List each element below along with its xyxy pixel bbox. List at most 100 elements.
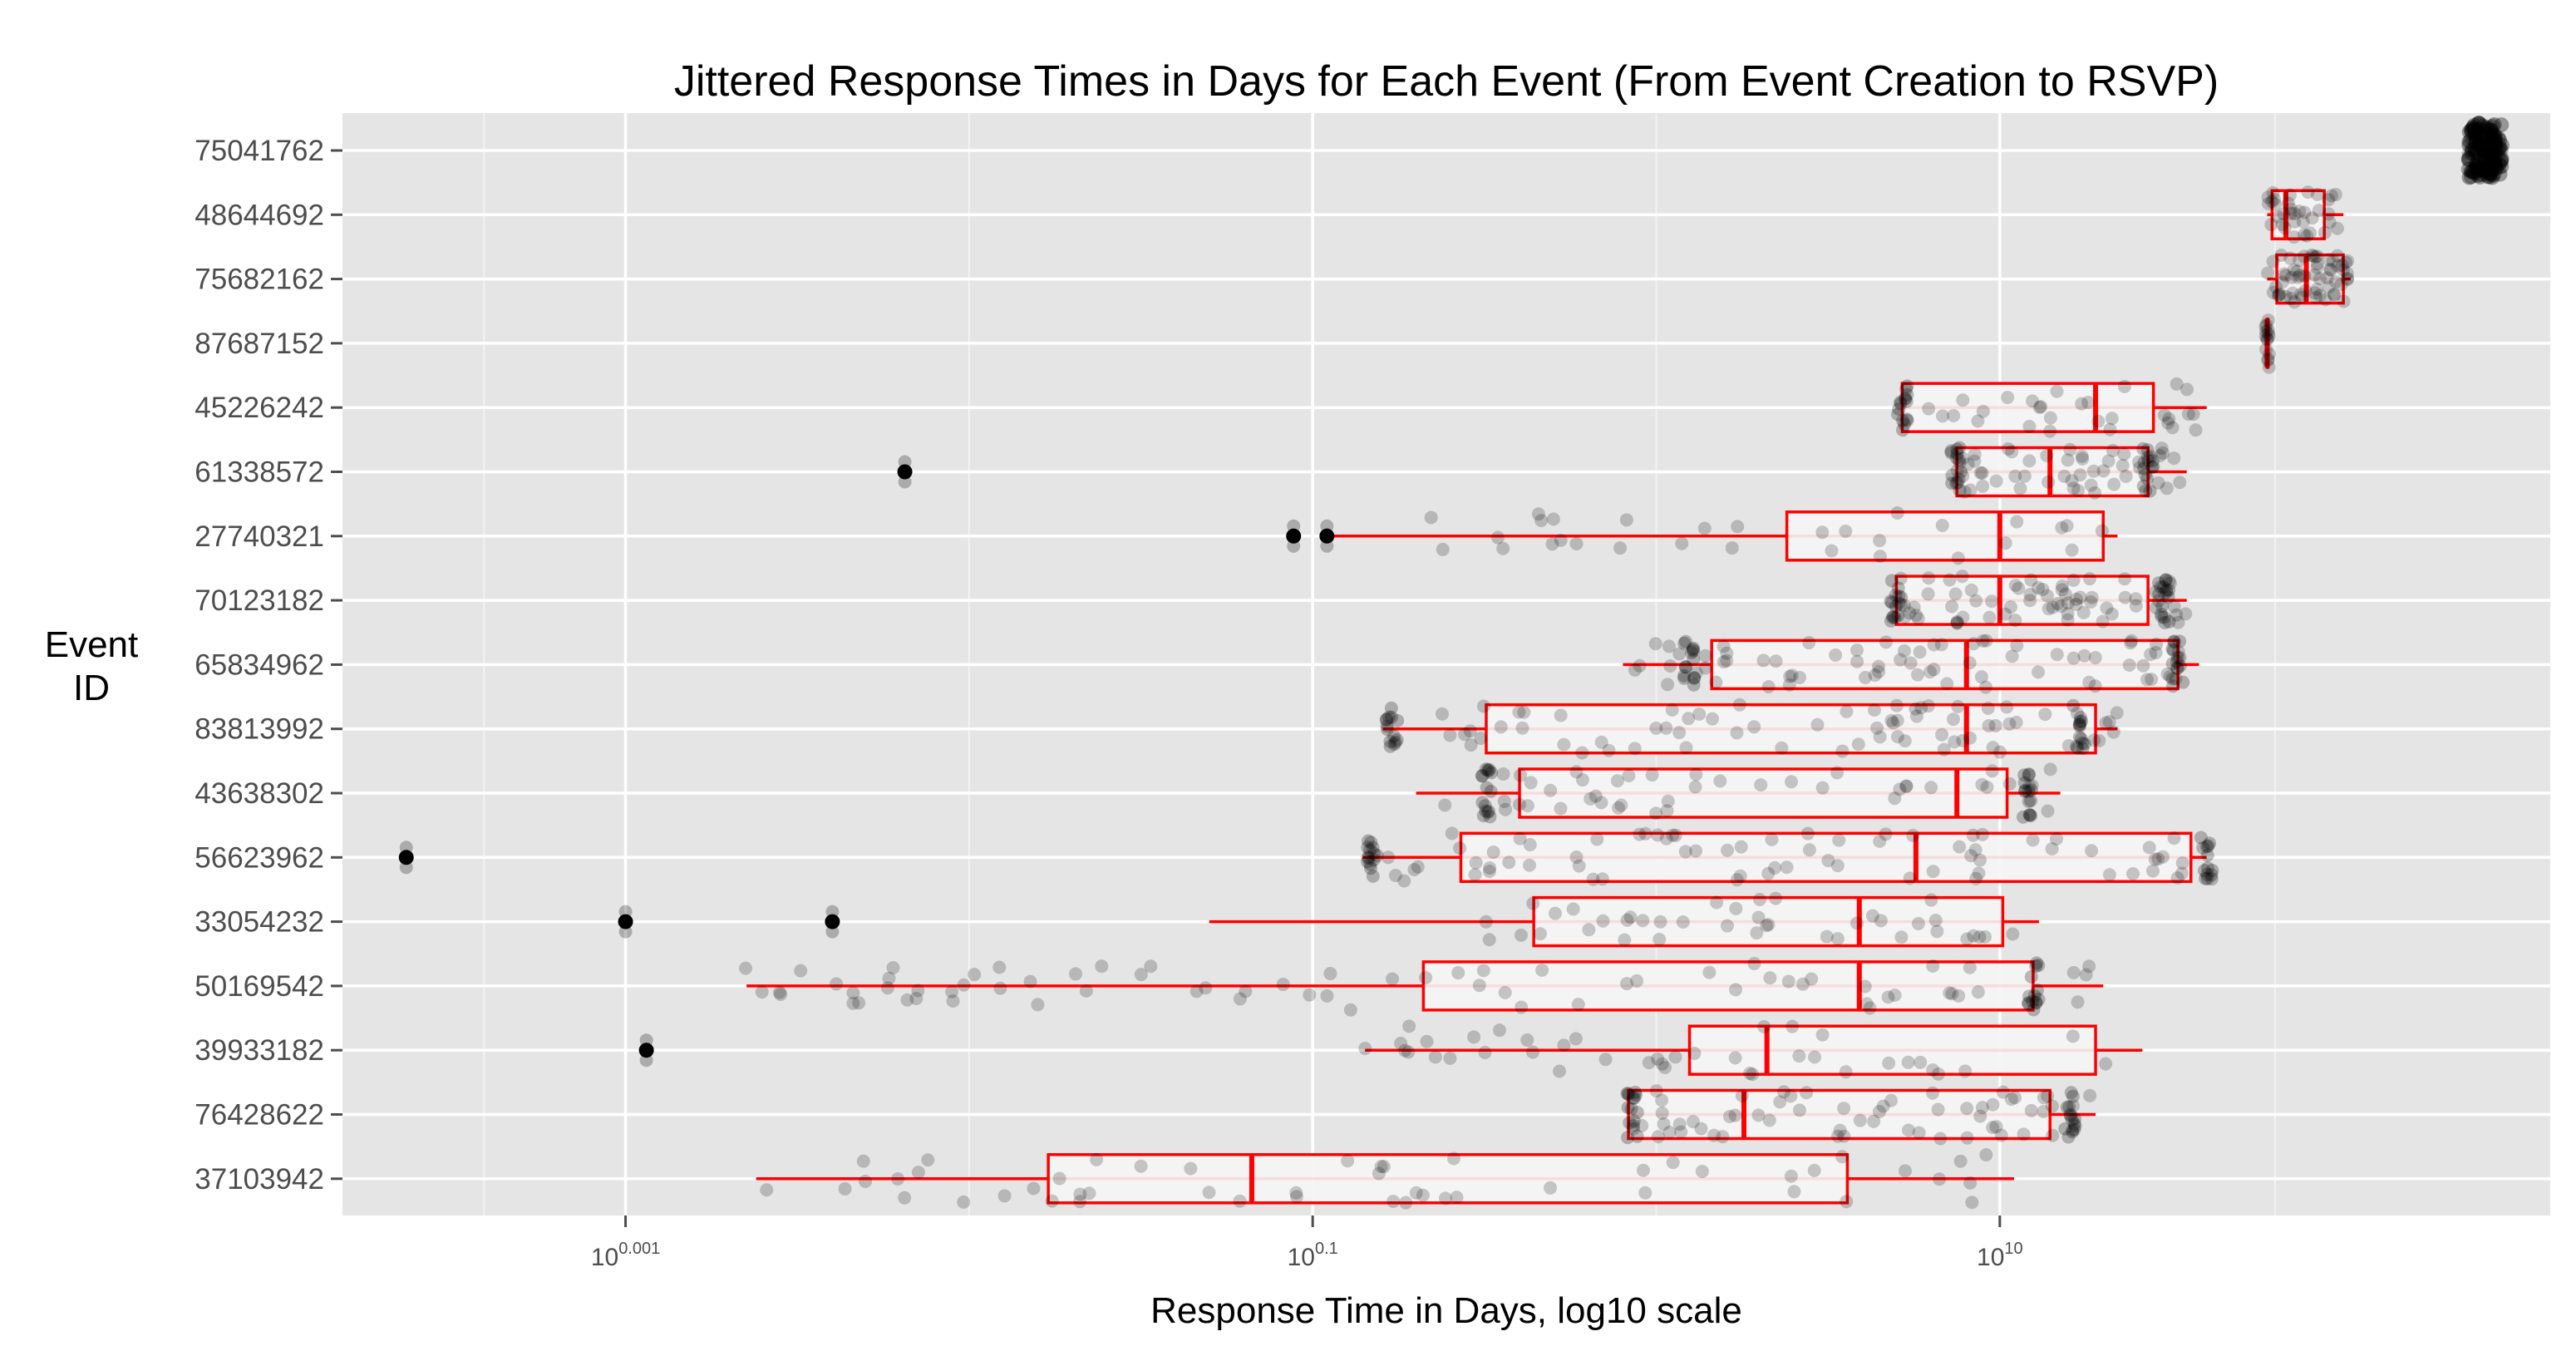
data-point-70123182	[1956, 610, 1970, 624]
data-point-56623962	[2200, 848, 2214, 862]
data-point-65834962	[1871, 659, 1885, 673]
data-point-39933182	[1792, 1049, 1806, 1063]
data-point-87687152	[2261, 333, 2275, 347]
data-point-75041762	[2486, 136, 2500, 150]
data-point-75041762	[2469, 155, 2485, 171]
data-point-75041762	[2480, 127, 2495, 143]
data-point-75041762	[2472, 169, 2488, 185]
data-point-39933182	[1525, 1045, 1539, 1059]
data-point-65834962	[2066, 651, 2081, 665]
data-point-56623962	[2175, 856, 2189, 870]
data-point-70123182	[1894, 571, 1908, 585]
data-point-65834962	[2173, 634, 2187, 648]
data-point-33054232	[1482, 933, 1496, 947]
data-point-50169542	[1747, 956, 1761, 970]
data-point-50169542	[1926, 959, 1940, 974]
data-point-65834962	[2088, 651, 2102, 665]
data-point-76428622	[2017, 1127, 2031, 1141]
data-point-75041762	[2475, 140, 2490, 154]
data-point-76428622	[2083, 1088, 2097, 1102]
data-point-50169542	[1571, 998, 1585, 1012]
data-point-75041762	[2492, 149, 2506, 163]
data-point-70123182	[2054, 599, 2068, 614]
data-point-43638302	[1554, 801, 1568, 816]
data-point-75682162	[2336, 263, 2350, 277]
data-point-43638302	[1985, 764, 1999, 778]
data-point-56623962	[1633, 827, 1647, 841]
data-point-75041762	[2487, 158, 2503, 174]
data-point-65834962	[1662, 639, 1676, 653]
data-point-43638302	[1645, 768, 1659, 782]
data-point-65834962	[1894, 653, 1908, 667]
data-point-65834962	[1687, 653, 1701, 667]
data-point-48644692	[2328, 188, 2342, 202]
y-tick-label: 70123182	[195, 584, 324, 617]
data-point-76428622	[2060, 1100, 2074, 1114]
data-point-83813992	[1947, 712, 1961, 727]
data-point-83813992	[1388, 735, 1402, 749]
data-point-50169542	[2029, 959, 2043, 973]
data-point-75041762	[2483, 142, 2499, 158]
data-point-75041762	[2470, 137, 2485, 151]
data-point-65834962	[1793, 670, 1807, 684]
data-point-75041762	[2484, 135, 2500, 150]
data-point-50169542	[993, 981, 1007, 995]
data-point-75041762	[2468, 134, 2484, 150]
data-point-33054232	[1850, 916, 1864, 930]
data-point-76428622	[1837, 1129, 1851, 1143]
data-point-43638302	[2017, 784, 2032, 798]
data-point-70123182	[2157, 610, 2171, 624]
data-point-56623962	[1969, 871, 1983, 885]
data-point-43638302	[1785, 775, 1799, 789]
data-point-50169542	[830, 977, 844, 991]
data-point-45226242	[2081, 396, 2096, 410]
data-point-56623962	[1388, 868, 1402, 882]
data-point-65834962	[2140, 673, 2154, 687]
data-point-37103942	[1965, 1196, 1979, 1210]
data-point-61338572	[2057, 469, 2071, 483]
data-point-37103942	[838, 1181, 852, 1196]
data-point-75041762	[2461, 146, 2475, 160]
data-point-83813992	[1873, 730, 1887, 744]
data-point-76428622	[1973, 1109, 1987, 1123]
data-point-56623962	[1966, 828, 1980, 842]
data-point-61338572	[2144, 449, 2158, 463]
data-point-27740321	[1534, 514, 1549, 528]
data-point-61338572	[2143, 484, 2157, 498]
data-point-75041762	[2483, 134, 2497, 148]
data-point-37103942	[1073, 1187, 1087, 1201]
data-point-56623962	[1659, 831, 1673, 846]
data-point-76428622	[2004, 1092, 2018, 1107]
data-point-56623962	[2205, 863, 2219, 877]
data-point-76428622	[1649, 1084, 1663, 1098]
data-point-65834962	[1897, 643, 1911, 658]
data-point-83813992	[2102, 715, 2116, 729]
data-point-75682162	[2305, 248, 2319, 262]
data-point-56623962	[1730, 873, 1744, 887]
data-point-45226242	[1947, 408, 1961, 422]
data-point-33054232	[1533, 927, 1547, 941]
data-point-50169542	[1303, 988, 1317, 1002]
data-point-39933182	[1958, 1064, 1973, 1078]
data-point-45226242	[1971, 414, 1985, 428]
data-point-75041762	[2485, 139, 2499, 153]
data-point-75041762	[2461, 152, 2477, 168]
data-point-56623962	[1361, 855, 1375, 869]
data-point-75041762	[2487, 130, 2503, 145]
data-point-50169542	[846, 986, 860, 1000]
data-point-75041762	[2465, 142, 2480, 158]
data-point-75041762	[2482, 165, 2498, 181]
data-point-45226242	[1896, 413, 1910, 427]
data-point-43638302	[1480, 762, 1495, 777]
data-point-33054232	[1620, 913, 1634, 927]
data-point-45226242	[1899, 412, 1914, 427]
data-point-75041762	[2488, 167, 2502, 181]
data-point-76428622	[2046, 1128, 2060, 1142]
data-point-27740321	[1490, 530, 1505, 545]
data-point-56623962	[1765, 832, 1779, 846]
data-point-27740321	[2065, 543, 2079, 557]
data-point-56623962	[1363, 843, 1377, 857]
data-point-45226242	[2043, 424, 2057, 438]
data-point-75041762	[2494, 154, 2510, 170]
